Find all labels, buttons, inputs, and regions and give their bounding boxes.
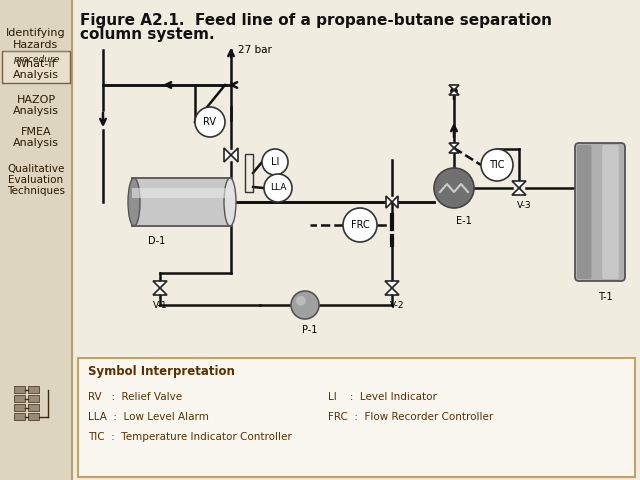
Bar bbox=[14, 404, 25, 411]
Bar bbox=[28, 404, 39, 411]
Text: LLA  :  Low Level Alarm: LLA : Low Level Alarm bbox=[88, 412, 209, 422]
Circle shape bbox=[296, 296, 306, 306]
Text: FRC  :  Flow Recorder Controller: FRC : Flow Recorder Controller bbox=[328, 412, 493, 422]
Text: TIC: TIC bbox=[489, 160, 505, 170]
Bar bbox=[245, 154, 253, 192]
Text: 27 bar: 27 bar bbox=[238, 45, 272, 55]
Text: Qualitative: Qualitative bbox=[7, 164, 65, 174]
Text: LLA: LLA bbox=[270, 183, 286, 192]
Text: Identifying: Identifying bbox=[6, 28, 66, 38]
Text: E-1: E-1 bbox=[456, 216, 472, 226]
Circle shape bbox=[195, 107, 225, 137]
FancyBboxPatch shape bbox=[132, 188, 232, 198]
Text: Hazards: Hazards bbox=[13, 40, 59, 50]
Polygon shape bbox=[512, 181, 526, 195]
Text: Analysis: Analysis bbox=[13, 138, 59, 148]
Text: LI    :  Level Indicator: LI : Level Indicator bbox=[328, 392, 437, 402]
Circle shape bbox=[291, 291, 319, 319]
Text: HAZOP: HAZOP bbox=[17, 95, 56, 105]
Ellipse shape bbox=[224, 178, 236, 226]
Text: T-1: T-1 bbox=[598, 292, 612, 302]
Bar bbox=[14, 413, 25, 420]
FancyBboxPatch shape bbox=[577, 145, 591, 279]
Bar bbox=[0, 0, 72, 480]
Bar bbox=[14, 395, 25, 402]
Text: FRC: FRC bbox=[351, 220, 369, 230]
Text: Evaluation: Evaluation bbox=[8, 175, 63, 185]
Circle shape bbox=[262, 149, 288, 175]
Text: procedure: procedure bbox=[13, 55, 59, 63]
Text: V-2: V-2 bbox=[390, 301, 404, 310]
Bar bbox=[14, 386, 25, 393]
Bar bbox=[28, 395, 39, 402]
Text: Analysis: Analysis bbox=[13, 70, 59, 80]
Text: RV: RV bbox=[204, 117, 216, 127]
FancyBboxPatch shape bbox=[132, 178, 232, 226]
FancyBboxPatch shape bbox=[78, 358, 635, 477]
FancyBboxPatch shape bbox=[2, 51, 70, 83]
Text: Analysis: Analysis bbox=[13, 106, 59, 116]
Text: D-1: D-1 bbox=[148, 236, 166, 246]
Text: column system.: column system. bbox=[80, 27, 214, 42]
Text: Figure A2.1.  Feed line of a propane-butane separation: Figure A2.1. Feed line of a propane-buta… bbox=[80, 13, 552, 28]
Text: Symbol Interpretation: Symbol Interpretation bbox=[88, 365, 235, 378]
Circle shape bbox=[434, 168, 474, 208]
Polygon shape bbox=[386, 196, 398, 208]
Text: P-1: P-1 bbox=[302, 325, 317, 335]
Text: What-if: What-if bbox=[16, 59, 56, 69]
Text: V-3: V-3 bbox=[516, 201, 531, 210]
Polygon shape bbox=[449, 85, 459, 95]
Polygon shape bbox=[385, 281, 399, 295]
Bar bbox=[28, 413, 39, 420]
Text: Techniques: Techniques bbox=[7, 186, 65, 196]
Circle shape bbox=[264, 174, 292, 202]
Circle shape bbox=[343, 208, 377, 242]
Circle shape bbox=[481, 149, 513, 181]
Polygon shape bbox=[153, 281, 167, 295]
Text: LI: LI bbox=[271, 157, 279, 167]
Text: V-1: V-1 bbox=[153, 301, 167, 310]
Text: FMEA: FMEA bbox=[20, 127, 51, 137]
Text: TIC  :  Temperature Indicator Controller: TIC : Temperature Indicator Controller bbox=[88, 432, 292, 442]
FancyBboxPatch shape bbox=[602, 145, 619, 279]
Text: RV   :  Relief Valve: RV : Relief Valve bbox=[88, 392, 182, 402]
FancyBboxPatch shape bbox=[575, 143, 625, 281]
Ellipse shape bbox=[128, 178, 140, 226]
Polygon shape bbox=[224, 148, 238, 162]
Bar bbox=[72, 0, 640, 480]
Polygon shape bbox=[449, 143, 459, 153]
Bar bbox=[28, 386, 39, 393]
